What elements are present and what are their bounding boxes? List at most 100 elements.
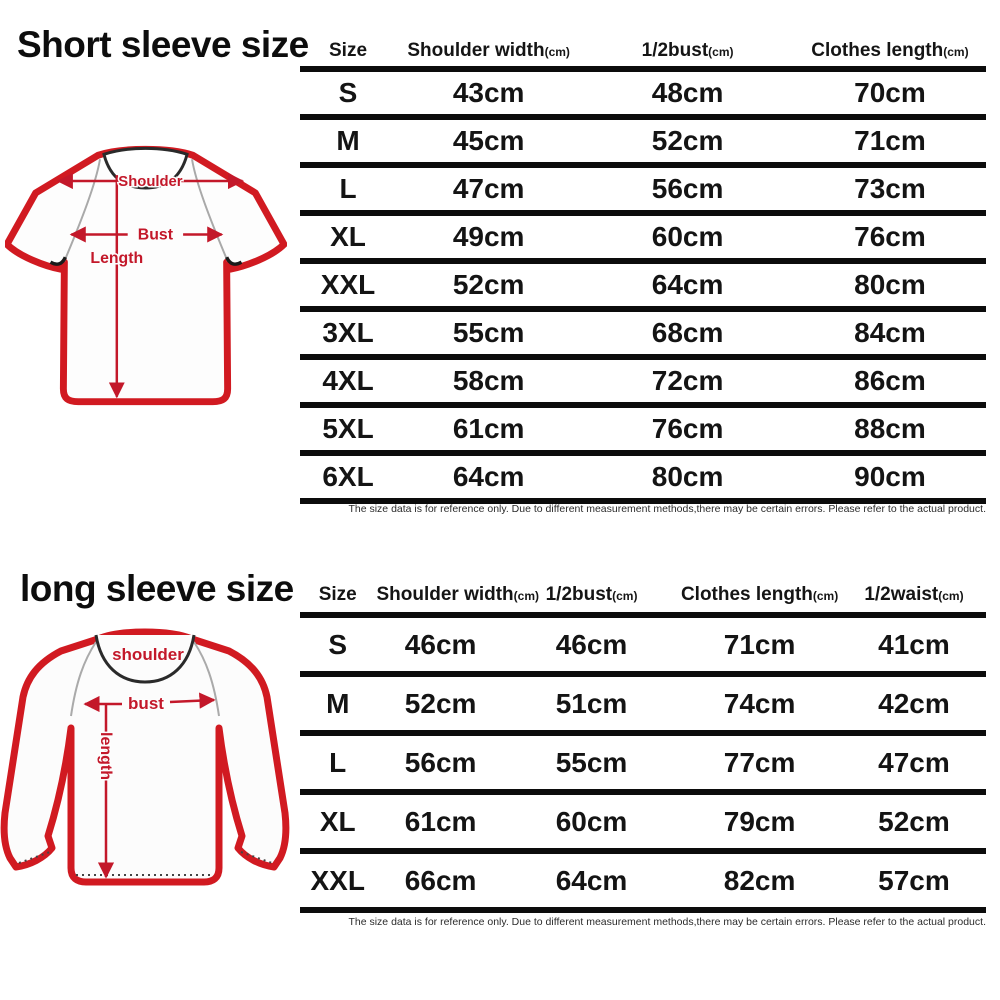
- measurement-cell: 57cm: [841, 851, 986, 913]
- measurement-cell: 46cm: [505, 615, 678, 677]
- column-header: Shoulder width(cm): [396, 36, 582, 72]
- shoulder-label: Shoulder: [118, 174, 182, 190]
- measurement-cell: 60cm: [505, 792, 678, 854]
- measurement-cell: 56cm: [375, 733, 506, 795]
- measurement-cell: 82cm: [677, 851, 842, 913]
- short-sleeve-shirt-outline: [5, 145, 287, 406]
- measurement-cell: 42cm: [841, 674, 986, 736]
- table-row: L 56cm 55cm 77cm 47cm: [300, 733, 986, 795]
- measurement-cell: 46cm: [375, 615, 506, 677]
- measurement-cell: 66cm: [375, 851, 506, 913]
- size-cell: XXL: [300, 261, 397, 312]
- measurement-cell: 45cm: [396, 117, 582, 168]
- size-cell: 4XL: [300, 357, 397, 408]
- size-cell: L: [300, 165, 397, 216]
- long-sleeve-size-table: Size Shoulder width(cm) 1/2bust(cm) Clothes…: [300, 578, 986, 913]
- size-cell: 6XL: [300, 453, 397, 504]
- measurement-cell: 77cm: [677, 733, 842, 795]
- measurement-cell: 60cm: [581, 213, 794, 264]
- column-header: Shoulder width(cm): [375, 578, 539, 618]
- table-row: 5XL 61cm 76cm 88cm: [300, 405, 986, 456]
- long-sleeve-shirt-icon: shoulder bust length: [0, 628, 290, 886]
- measurement-cell: 74cm: [677, 674, 842, 736]
- measurement-cell: 76cm: [793, 213, 986, 264]
- short-sleeve-disclaimer: The size data is for reference only. Due…: [348, 503, 986, 515]
- shoulder-label: shoulder: [112, 645, 184, 664]
- size-cell: 5XL: [300, 405, 397, 456]
- column-header: Clothes length(cm): [677, 578, 842, 618]
- measurement-cell: 70cm: [793, 69, 986, 120]
- table-row: XXL 52cm 64cm 80cm: [300, 261, 986, 312]
- measurement-cell: 52cm: [841, 792, 986, 854]
- measurement-cell: 52cm: [396, 261, 582, 312]
- measurement-cell: 71cm: [793, 117, 986, 168]
- underarm-accent-left: [49, 256, 67, 266]
- size-cell: S: [300, 69, 397, 120]
- measurement-cell: 47cm: [396, 165, 582, 216]
- measurement-cell: 56cm: [581, 165, 794, 216]
- measurement-cell: 80cm: [793, 261, 986, 312]
- measurement-cell: 43cm: [396, 69, 582, 120]
- sleeve-seam-right: [193, 641, 220, 717]
- bust-label: Bust: [138, 226, 174, 243]
- measurement-cell: 72cm: [581, 357, 794, 408]
- collar-icon: [94, 634, 196, 684]
- size-cell: L: [300, 733, 376, 795]
- length-label: length: [97, 732, 114, 780]
- measurement-cell: 88cm: [793, 405, 986, 456]
- size-cell: M: [300, 117, 397, 168]
- table-row: 4XL 58cm 72cm 86cm: [300, 357, 986, 408]
- short-sleeve-title: Short sleeve size: [17, 24, 309, 65]
- size-cell: S: [300, 615, 376, 677]
- sleeve-seam-left: [63, 159, 101, 262]
- short-sleeve-shirt-icon: Shoulder Bust Length: [5, 145, 287, 406]
- table-row: XL 61cm 60cm 79cm 52cm: [300, 792, 986, 854]
- size-cell: XL: [300, 792, 376, 854]
- sleeve-seam-right: [191, 159, 229, 262]
- measurement-cell: 64cm: [505, 851, 678, 913]
- measurement-cell: 79cm: [677, 792, 842, 854]
- measurement-cell: 61cm: [396, 405, 582, 456]
- column-header: 1/2bust(cm): [505, 578, 678, 618]
- table-row: L 47cm 56cm 73cm: [300, 165, 986, 216]
- measurement-cell: 51cm: [505, 674, 678, 736]
- measurement-cell: 58cm: [396, 357, 582, 408]
- measurement-cell: 52cm: [375, 674, 506, 736]
- measurement-cell: 47cm: [841, 733, 986, 795]
- measurement-cell: 48cm: [581, 69, 794, 120]
- table-row: 3XL 55cm 68cm 84cm: [300, 309, 986, 360]
- table-row: M 52cm 51cm 74cm 42cm: [300, 674, 986, 736]
- measurement-cell: 73cm: [793, 165, 986, 216]
- measurement-cell: 84cm: [793, 309, 986, 360]
- table-row: M 45cm 52cm 71cm: [300, 117, 986, 168]
- measurement-cell: 90cm: [793, 453, 986, 504]
- short-sleeve-size-table: Size Shoulder width(cm) 1/2bust(cm) Clothes…: [300, 36, 986, 504]
- measurement-cell: 71cm: [677, 615, 842, 677]
- measurement-cell: 55cm: [505, 733, 678, 795]
- size-cell: 3XL: [300, 309, 397, 360]
- column-header: Size: [300, 36, 397, 72]
- underarm-accent-right: [225, 256, 243, 266]
- table-row: XL 49cm 60cm 76cm: [300, 213, 986, 264]
- size-cell: M: [300, 674, 376, 736]
- size-cell: XL: [300, 213, 397, 264]
- measurement-cell: 86cm: [793, 357, 986, 408]
- bust-arrow-right: [169, 692, 216, 709]
- measurement-cell: 55cm: [396, 309, 582, 360]
- measurement-cell: 80cm: [581, 453, 794, 504]
- measurement-cell: 61cm: [375, 792, 506, 854]
- table-row: 6XL 64cm 80cm 90cm: [300, 453, 986, 504]
- measurement-cell: 76cm: [581, 405, 794, 456]
- measurement-cell: 64cm: [581, 261, 794, 312]
- measurement-cell: 49cm: [396, 213, 582, 264]
- table-row: S 43cm 48cm 70cm: [300, 69, 986, 120]
- sleeve-seam-left: [70, 641, 97, 717]
- long-sleeve-title: long sleeve size: [20, 568, 294, 609]
- column-header: Size: [300, 578, 376, 618]
- length-label: Length: [90, 250, 143, 267]
- column-header: 1/2bust(cm): [581, 36, 794, 72]
- measurement-cell: 68cm: [581, 309, 794, 360]
- measurement-cell: 41cm: [841, 615, 986, 677]
- table-row: XXL 66cm 64cm 82cm 57cm: [300, 851, 986, 913]
